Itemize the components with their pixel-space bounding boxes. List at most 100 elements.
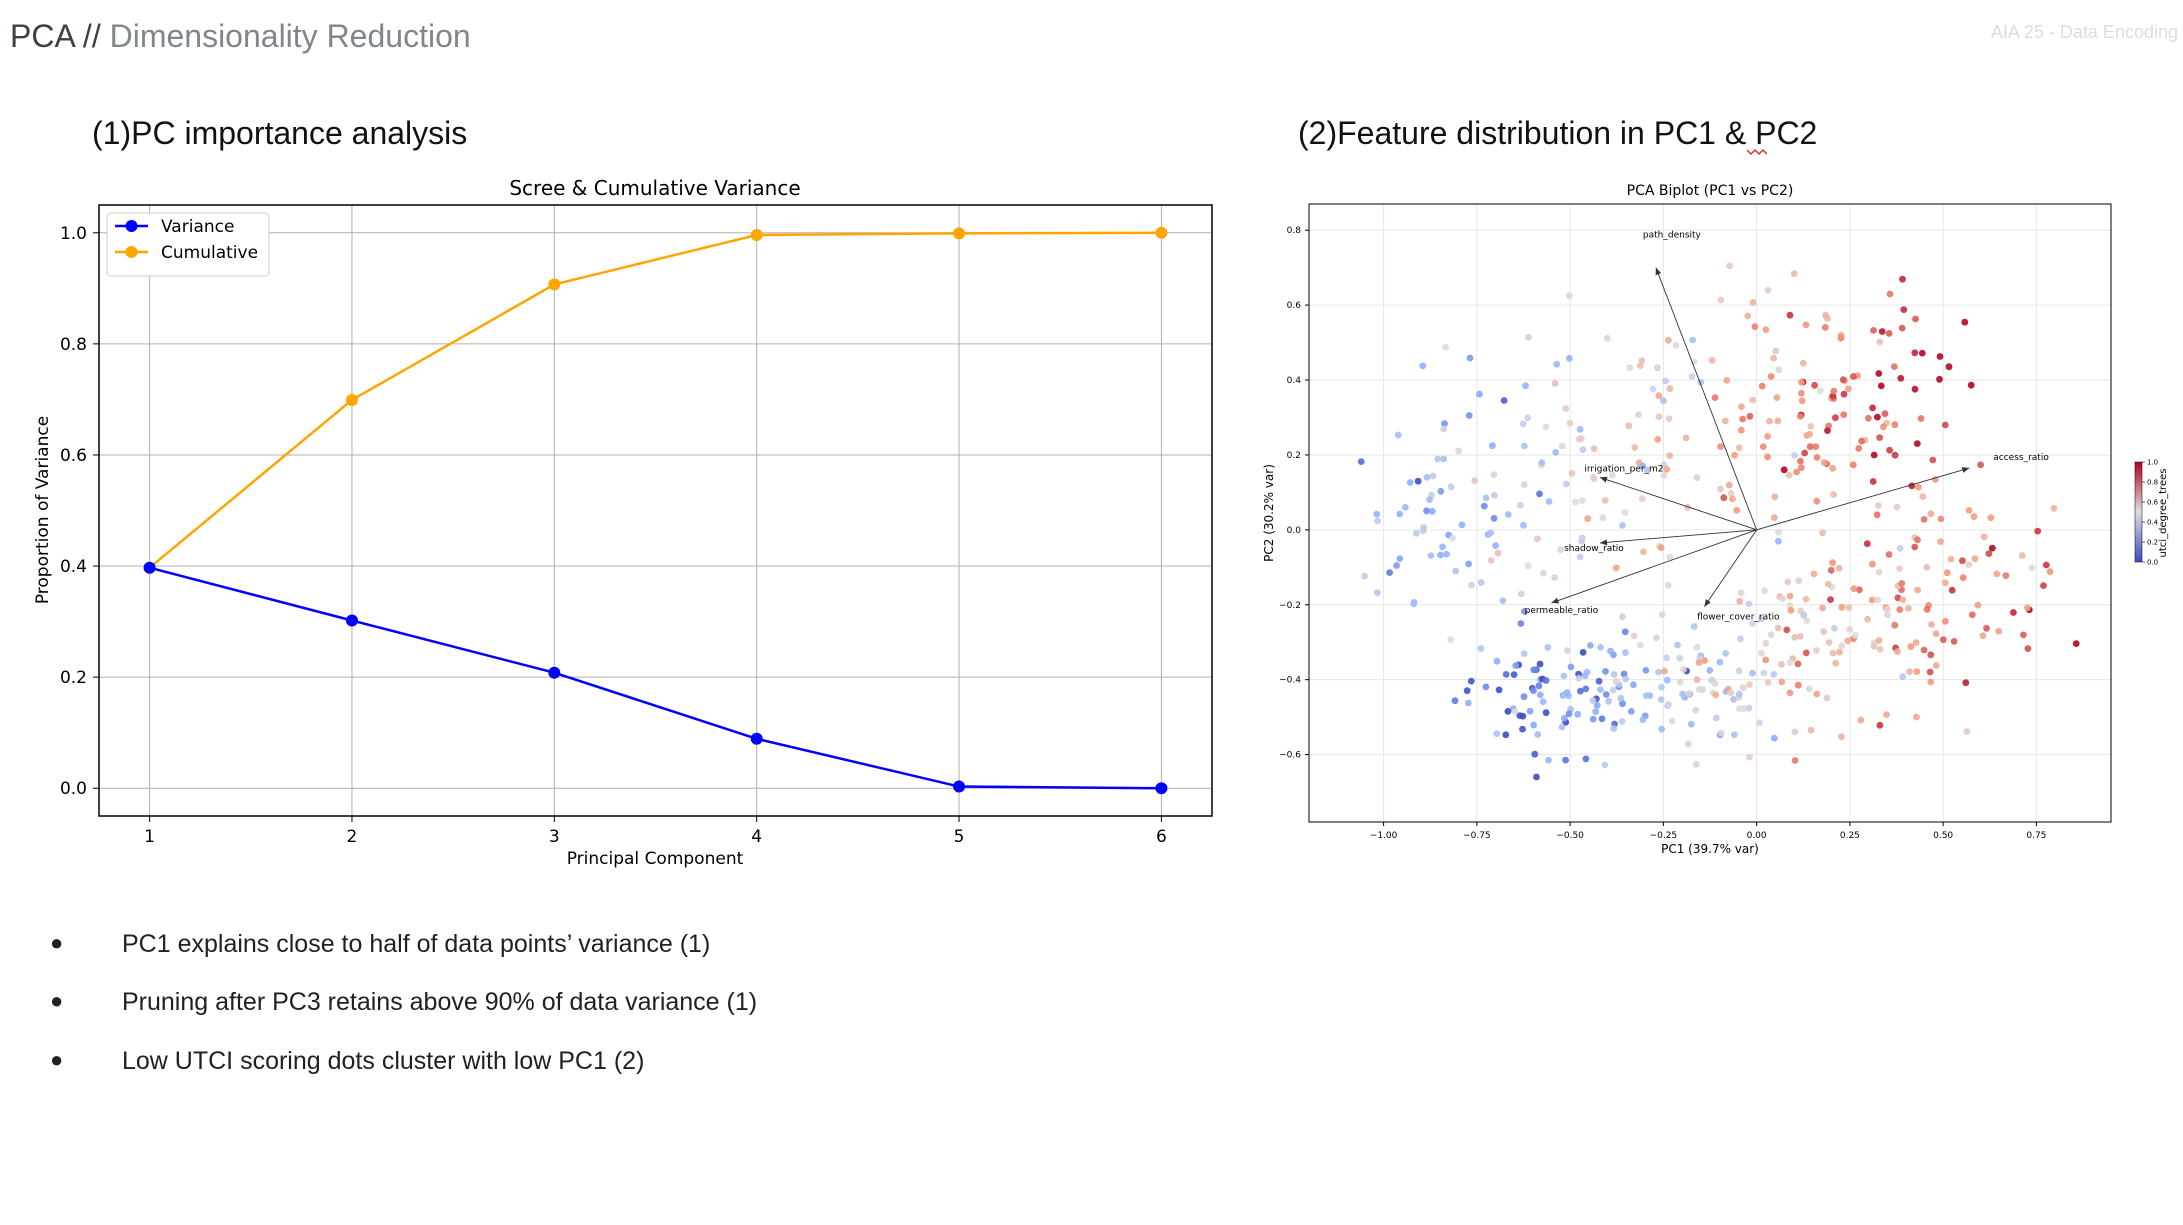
biplot-point (1642, 692, 1650, 699)
biplot-point (1840, 390, 1848, 398)
biplot-point (1941, 579, 1949, 587)
biplot-point (1797, 378, 1805, 386)
biplot-point (1357, 458, 1365, 465)
loading-label-shadow-ratio: shadow_ratio (1564, 544, 1624, 554)
biplot-point (1716, 658, 1724, 666)
biplot-point (1610, 725, 1618, 732)
biplot-point (1899, 673, 1907, 681)
biplot-point (1912, 315, 1919, 323)
scree-ylabel: Proportion of Variance (33, 416, 53, 604)
biplot-point (1941, 421, 1949, 429)
biplot-xtick-label: 0.00 (1747, 831, 1767, 841)
loading-label-path-density: path_density (1643, 231, 1702, 241)
biplot-point (1557, 546, 1564, 554)
biplot-point (1785, 471, 1793, 479)
biplot-point (1471, 477, 1479, 484)
biplot-point (1802, 595, 1810, 603)
biplot-point (1679, 690, 1686, 698)
biplot-point (1914, 586, 1921, 594)
biplot-point (1619, 613, 1626, 621)
biplot-point (1745, 704, 1753, 712)
biplot-gridlines (1309, 204, 2111, 822)
biplot-point (1562, 405, 1570, 412)
biplot-point (1745, 600, 1753, 608)
biplot-point (1744, 312, 1752, 320)
biplot-point (1589, 715, 1597, 723)
biplot-point (1749, 299, 1757, 306)
biplot-point (1465, 560, 1472, 568)
biplot-point (1622, 675, 1630, 683)
biplot-point (1876, 721, 1884, 729)
biplot-point (1927, 510, 1935, 518)
biplot-point (1660, 472, 1668, 479)
biplot-point (1963, 728, 1971, 735)
biplot-point (1467, 677, 1475, 685)
biplot-point (1524, 414, 1532, 422)
colorbar-tick-label: 0.8 (2147, 479, 2158, 487)
biplot-point (1692, 706, 1700, 714)
biplot-point (1771, 493, 1779, 501)
bullet-text: Low UTCI scoring dots cluster with low P… (122, 1047, 645, 1075)
biplot-point (1692, 761, 1700, 768)
biplot-point (1619, 522, 1626, 529)
biplot-point (1582, 685, 1590, 693)
biplot-point (1682, 434, 1690, 442)
biplot-point (1492, 542, 1499, 549)
biplot-point (1599, 514, 1607, 522)
biplot-point (1896, 606, 1904, 613)
biplot-point (1676, 678, 1684, 686)
biplot-point (1689, 336, 1697, 344)
biplot-point (1733, 506, 1741, 514)
biplot-point (1598, 715, 1606, 723)
biplot-point (1567, 663, 1575, 671)
biplot-point (1595, 677, 1603, 685)
biplot-point (1756, 719, 1763, 727)
biplot-point (1929, 456, 1937, 464)
biplot-point (1775, 528, 1782, 536)
biplot-point (1813, 454, 1821, 461)
biplot-point (1762, 656, 1770, 664)
biplot-point (1764, 286, 1772, 294)
biplot-point (1712, 691, 1720, 699)
legend-box (106, 212, 270, 277)
biplot-point (1621, 628, 1629, 636)
biplot-point (1962, 679, 1970, 687)
biplot-point (1521, 442, 1528, 450)
scree-xtick-label: 3 (549, 827, 560, 847)
biplot-point (1593, 702, 1601, 709)
loading-label-permeable-ratio: permeable_ratio (1525, 606, 1599, 616)
biplot-point (1711, 394, 1719, 401)
biplot-point (1406, 479, 1414, 486)
loading-arrow (1599, 529, 1757, 544)
biplot-point (1464, 699, 1472, 707)
biplot-point (1729, 495, 1736, 503)
biplot-point (1449, 534, 1456, 542)
loading-arrowhead (1599, 539, 1608, 546)
loading-label-irrigation-per-m2: irrigation_per_m2 (1584, 464, 1663, 474)
biplot-point (1897, 374, 1905, 382)
scree-ticks: 1 2 3 4 5 6 0.0 0.2 0.4 0.6 0.8 1.0 (60, 224, 1167, 847)
biplot-point (1759, 443, 1767, 450)
biplot-point (1783, 626, 1791, 634)
biplot-point (1536, 660, 1544, 668)
biplot-point (1807, 726, 1815, 734)
biplot-point (2028, 564, 2036, 572)
biplot-point (1797, 464, 1805, 471)
biplot-point (1870, 642, 1878, 650)
biplot-ytick-label: −0.2 (1279, 601, 1301, 611)
biplot-point (1850, 585, 1858, 593)
biplot-point (1566, 292, 1573, 300)
biplot-point (1881, 410, 1889, 418)
biplot-point (1476, 390, 1483, 398)
biplot-point (2023, 604, 2031, 612)
biplot-point (1545, 756, 1552, 764)
variance-point (953, 780, 966, 793)
biplot-point (1637, 641, 1644, 649)
biplot-point (1516, 712, 1524, 719)
biplot-point (1466, 354, 1474, 362)
biplot-point (1825, 639, 1833, 646)
biplot-point (1770, 514, 1778, 521)
biplot-point (1806, 430, 1813, 438)
biplot-point (1590, 445, 1598, 453)
biplot-point (1965, 507, 1973, 514)
